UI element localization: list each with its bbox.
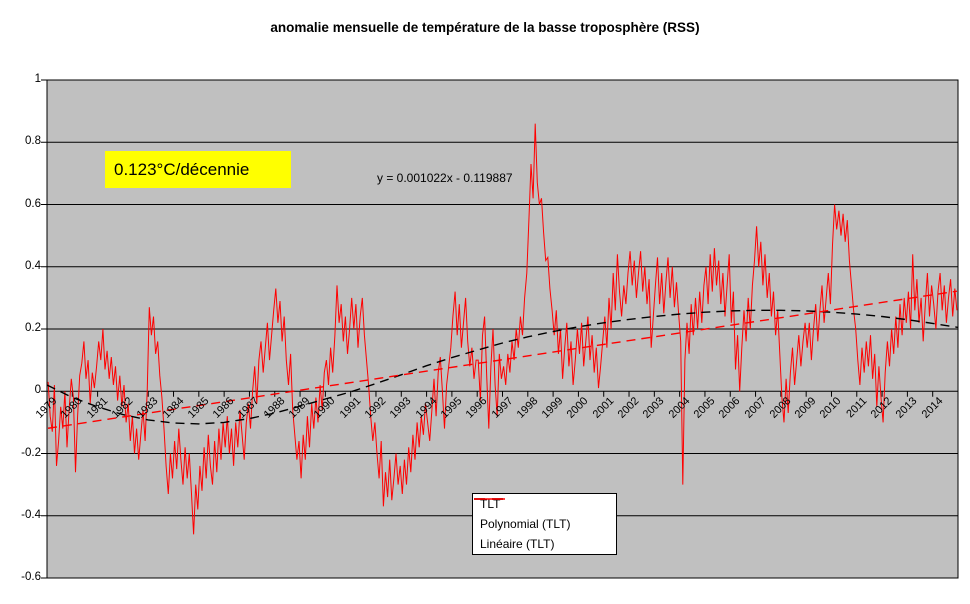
y-axis-label: 1	[34, 73, 41, 85]
trend-annotation-text: 0.123°C/décennie	[114, 159, 250, 179]
legend-item-polynomial: Polynomial (TLT)	[473, 498, 616, 534]
y-axis-label: 0	[34, 384, 41, 397]
legend-label-polynomial: Polynomial (TLT)	[480, 517, 571, 531]
legend-item-lineaire: Linéaire (TLT)	[473, 498, 616, 554]
y-axis-label: -0.2	[21, 446, 41, 459]
tlt-series-line	[47, 123, 958, 535]
legend-label-tlt: TLT	[480, 497, 501, 511]
legend-label-lineaire: Linéaire (TLT)	[480, 537, 555, 551]
y-axis-label: 0.4	[25, 259, 41, 272]
y-axis-label: 0.8	[25, 135, 41, 148]
y-axis-label: -0.6	[21, 571, 41, 583]
legend-line-sample-lineaire	[474, 498, 505, 500]
chart-title: anomalie mensuelle de température de la …	[270, 20, 700, 35]
y-axis-label: -0.4	[21, 508, 41, 521]
polynomial-trendline	[46, 309, 959, 425]
trendline-equation: y = 0.001022x - 0.119887	[377, 171, 513, 185]
legend: TLT Polynomial (TLT) Linéaire (TLT)	[472, 493, 617, 555]
trend-annotation: 0.123°C/décennie	[105, 151, 291, 188]
y-axis-label: 0.2	[25, 322, 41, 334]
y-axis-label: 0.6	[25, 197, 41, 210]
linear-trendline	[47, 290, 958, 429]
